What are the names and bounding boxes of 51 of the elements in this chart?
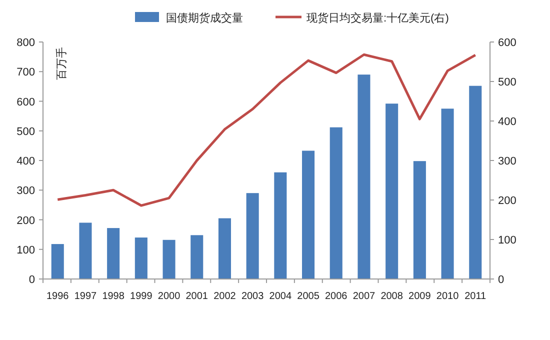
bar	[79, 222, 92, 279]
y-axis-title: 百万手	[55, 47, 68, 80]
y2-tick-label: 100	[498, 234, 516, 246]
y-tick-label: 100	[16, 244, 35, 256]
y-tick-label: 200	[16, 214, 35, 227]
bar	[51, 244, 64, 279]
legend-label: 国债期货成交量	[166, 12, 243, 24]
y-tick-label: 300	[16, 185, 35, 198]
x-tick-label: 2003	[241, 291, 264, 302]
y-tick-label: 800	[16, 37, 35, 49]
y-tick-label: 700	[16, 66, 35, 79]
x-tick-label: 2001	[186, 291, 208, 302]
bar	[190, 235, 204, 279]
x-tick-label: 2007	[352, 291, 376, 302]
x-tick-label: 1996	[46, 291, 70, 302]
y2-tick-label: 300	[498, 156, 516, 168]
y-tick-label: 500	[16, 126, 35, 138]
y2-tick-label: 400	[498, 116, 516, 128]
y2-tick-label: 600	[498, 37, 516, 49]
bar	[107, 228, 120, 279]
bar	[246, 193, 259, 279]
x-tick-label: 2010	[436, 291, 460, 302]
y2-tick-label: 0	[498, 274, 504, 286]
x-tick-label: 2011	[464, 291, 487, 302]
y-tick-label: 0	[28, 274, 35, 286]
bar	[302, 150, 315, 279]
y-tick-label: 400	[16, 156, 35, 168]
x-tick-label: 2008	[380, 291, 404, 302]
bar	[386, 104, 398, 279]
bar	[134, 238, 148, 279]
x-tick-label: 2009	[408, 291, 432, 302]
bar	[274, 172, 287, 279]
x-tick-label: 2005	[297, 291, 320, 302]
x-tick-label: 1999	[130, 291, 153, 302]
x-tick-label: 2006	[325, 291, 348, 302]
x-tick-label: 1997	[74, 291, 98, 302]
bar	[413, 161, 426, 279]
y-tick-label: 600	[16, 96, 35, 108]
bar	[358, 74, 370, 279]
bar	[469, 86, 482, 279]
y2-tick-label: 500	[498, 76, 516, 88]
bar	[441, 108, 454, 279]
bar	[162, 240, 176, 279]
x-tick-label: 2002	[214, 291, 236, 302]
y2-tick-label: 200	[498, 195, 516, 207]
bar	[218, 218, 231, 279]
x-tick-label: 2000	[158, 291, 181, 302]
legend-label: 现货日均交易量:十亿美元(右)	[306, 12, 449, 24]
x-tick-label: 2004	[269, 291, 292, 302]
bar	[330, 127, 342, 279]
x-tick-label: 1998	[102, 291, 125, 302]
